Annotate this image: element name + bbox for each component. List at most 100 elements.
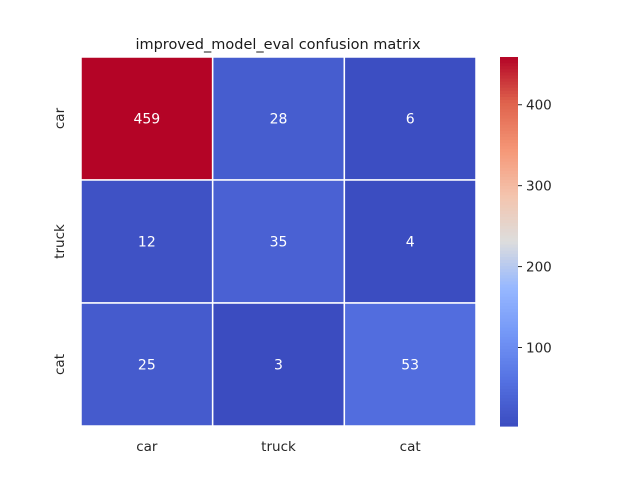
colorbar-segment [500, 330, 518, 335]
heatmap-cell [343, 56, 477, 181]
colorbar-segment [500, 81, 518, 86]
colorbar-segment [500, 318, 518, 323]
colorbar-tick-label: 100 [526, 341, 552, 357]
colorbar-segment [500, 183, 518, 187]
colorbar-segment [500, 401, 518, 406]
colorbar-segment [500, 57, 518, 61]
cell-value-label: 28 [270, 112, 288, 128]
colorbar-segment [500, 361, 518, 366]
x-axis-tick-labels: car truck cat [136, 439, 420, 455]
heatmap-cell [343, 179, 477, 304]
colorbar-segment [500, 112, 518, 117]
colorbar-segment [500, 364, 518, 369]
colorbar-segment [500, 336, 518, 341]
colorbar-segment [500, 176, 518, 181]
colorbar-segment [500, 398, 518, 402]
colorbar-segment [500, 287, 518, 292]
colorbar-segment [500, 180, 518, 184]
colorbar-segment [500, 358, 518, 363]
colorbar-segment [500, 241, 518, 246]
heatmap-cell-labels: 459 28 6 12 35 4 25 3 53 [133, 112, 419, 374]
colorbar-segment [500, 213, 518, 218]
colorbar-segment [500, 321, 518, 326]
colorbar-segment [500, 379, 518, 384]
colorbar-segment [500, 140, 518, 144]
chart-title: improved_model_eval confusion matrix [135, 37, 421, 53]
colorbar-segment [500, 235, 518, 240]
colorbar-segment [500, 136, 518, 141]
colorbar-segment [500, 290, 518, 295]
colorbar-segment [500, 161, 518, 166]
colorbar-segment [500, 269, 518, 273]
y-tick-label: truck [52, 224, 68, 259]
colorbar-segment [500, 198, 518, 203]
colorbar-segment [500, 186, 518, 190]
colorbar-segment [500, 204, 518, 209]
colorbar-segment [500, 155, 518, 160]
colorbar-segment [500, 281, 518, 286]
colorbar-segment [500, 96, 518, 101]
colorbar-segment [500, 413, 518, 418]
colorbar-segment [500, 118, 518, 123]
heatmap-cell [343, 302, 477, 427]
colorbar-segment [500, 173, 518, 178]
colorbar-segment [500, 303, 518, 307]
colorbar-segment [500, 216, 518, 221]
colorbar-segment [500, 219, 518, 224]
colorbar-segment [500, 315, 518, 319]
colorbar-segment [500, 407, 518, 412]
colorbar-segment [500, 352, 518, 356]
colorbar-segment [500, 84, 518, 89]
colorbar-segment [500, 170, 518, 175]
cell-value-label: 6 [406, 112, 415, 128]
colorbar-segment [500, 376, 518, 381]
colorbar-segment [500, 327, 518, 332]
colorbar-segment [500, 226, 518, 230]
colorbar-segment [500, 355, 518, 359]
colorbar-segment [500, 263, 518, 267]
colorbar-segment [500, 223, 518, 227]
colorbar [500, 57, 518, 427]
colorbar-segment [500, 158, 518, 163]
colorbar-segment [500, 192, 518, 196]
colorbar-segment [500, 392, 518, 396]
heatmap-cells [80, 56, 477, 427]
colorbar-segment [500, 133, 518, 138]
colorbar-segment [500, 370, 518, 375]
colorbar-segment [500, 90, 518, 95]
colorbar-segment [500, 275, 518, 279]
colorbar-segment [500, 419, 518, 424]
cell-value-label: 12 [138, 235, 156, 251]
colorbar-segment [500, 309, 518, 313]
colorbar-segment [500, 100, 518, 104]
colorbar-segment [500, 238, 518, 243]
colorbar-segment [500, 342, 518, 347]
x-tick-label: truck [261, 439, 296, 455]
y-tick-label: car [52, 107, 68, 129]
colorbar-segment [500, 266, 518, 270]
colorbar-segment [500, 124, 518, 129]
colorbar-segment [500, 324, 518, 329]
colorbar-segment [500, 69, 518, 73]
colorbar-segment [500, 259, 518, 264]
colorbar-segment [500, 149, 518, 153]
colorbar-segment [500, 229, 518, 233]
colorbar-segment [500, 422, 518, 427]
colorbar-segment [500, 367, 518, 372]
colorbar-tick-labels: 100 200 300 400 [518, 98, 552, 357]
colorbar-segment [500, 201, 518, 206]
colorbar-segment [500, 75, 518, 80]
colorbar-segment [500, 333, 518, 338]
colorbar-segment [500, 382, 518, 387]
colorbar-tick-label: 200 [526, 260, 552, 276]
colorbar-segment [500, 167, 518, 172]
colorbar-segment [500, 250, 518, 255]
colorbar-segment [500, 78, 518, 83]
colorbar-segment [500, 386, 518, 390]
heatmap-cell [80, 179, 214, 304]
x-tick-label: car [136, 439, 158, 455]
colorbar-segment [500, 87, 518, 92]
colorbar-segment [500, 130, 518, 135]
colorbar-segment [500, 272, 518, 276]
